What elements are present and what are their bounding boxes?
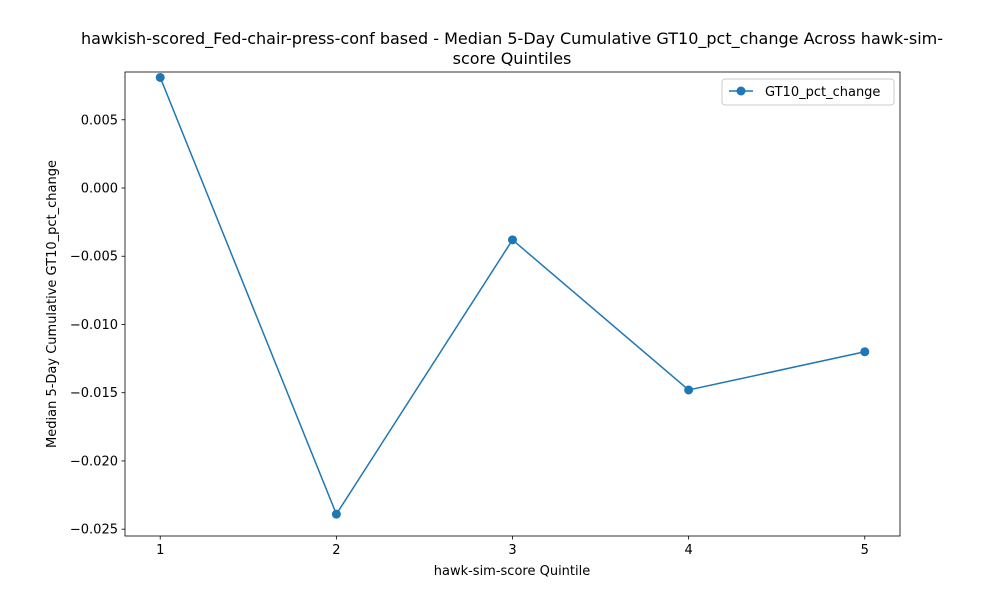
y-tick-label: 0.005 [81, 113, 118, 128]
y-axis-label: Median 5-Day Cumulative GT10_pct_change [45, 160, 60, 448]
legend-marker-swatch [736, 86, 746, 96]
y-tick-label: −0.020 [70, 454, 118, 469]
x-tick-label: 2 [332, 543, 340, 558]
x-tick-label: 1 [156, 543, 164, 558]
chart-title-line-2: score Quintiles [453, 49, 572, 68]
y-tick-label: −0.015 [70, 386, 118, 401]
data-point [684, 385, 694, 395]
legend: GT10_pct_change [721, 78, 895, 106]
series-layer [155, 72, 870, 519]
y-tick-label: 0.000 [81, 182, 118, 197]
legend-box [721, 78, 895, 106]
x-axis-label: hawk-sim-score Quintile [434, 564, 591, 579]
y-tick-label: −0.010 [70, 318, 118, 333]
data-point [331, 509, 341, 519]
legend-entry-label: GT10_pct_change [765, 85, 880, 100]
y-tick-label: −0.005 [70, 250, 118, 265]
y-axis-ticks: −0.025 −0.020 −0.015 −0.010 −0.005 0.000 0.005 [70, 113, 125, 538]
chart-title-line-1: hawkish-scored_Fed-chair-press-conf base… [81, 29, 943, 49]
data-point [508, 235, 517, 245]
data-point [860, 347, 870, 357]
x-tick-label: 3 [508, 543, 516, 558]
x-axis-ticks: 1 2 3 4 5 [156, 536, 869, 558]
data-point [155, 72, 165, 82]
y-tick-label: −0.025 [70, 523, 118, 538]
x-tick-label: 4 [684, 543, 692, 558]
plot-area [124, 71, 901, 537]
x-tick-label: 5 [861, 543, 869, 558]
